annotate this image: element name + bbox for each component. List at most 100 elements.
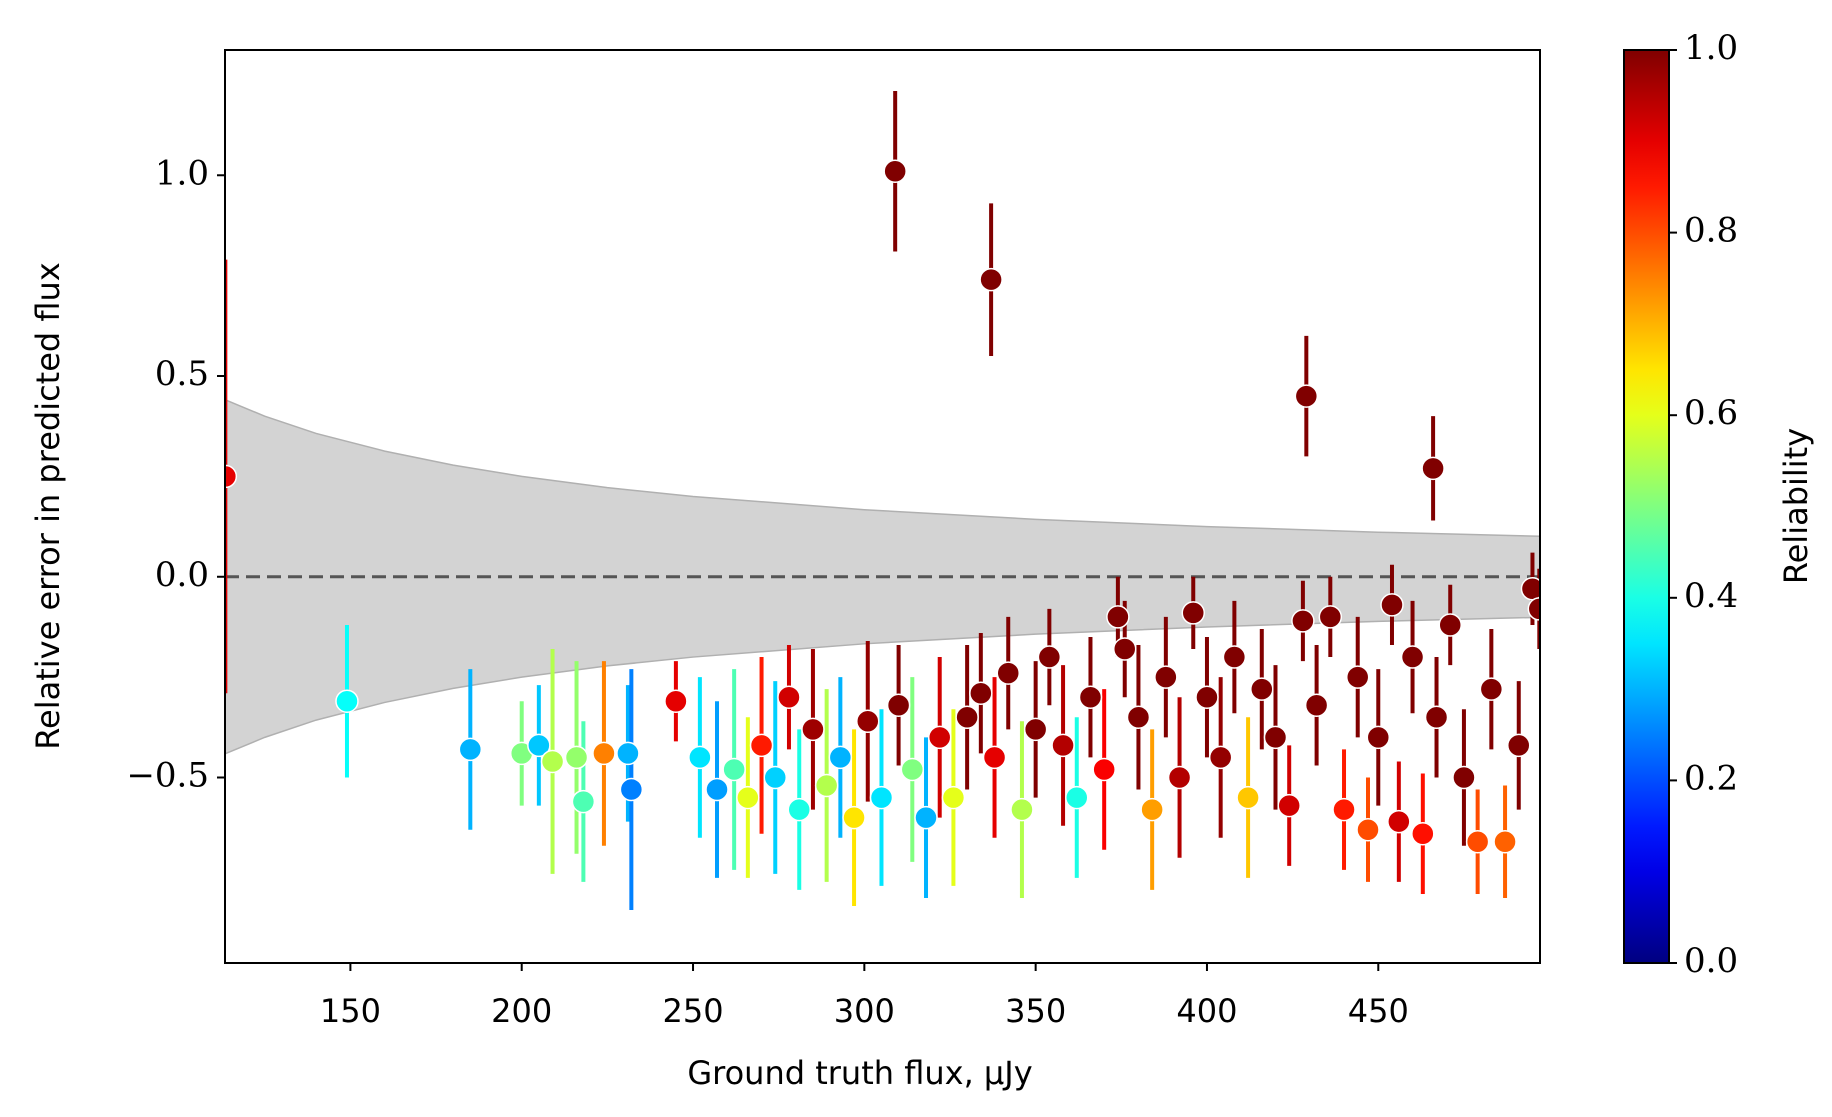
point bbox=[1078, 685, 1103, 709]
point bbox=[900, 757, 925, 782]
point bbox=[914, 805, 938, 830]
point bbox=[736, 785, 760, 810]
point bbox=[592, 741, 616, 766]
point bbox=[828, 745, 853, 770]
point bbox=[1452, 765, 1476, 790]
point bbox=[856, 709, 880, 734]
colorbar-tick-label: 1.0 bbox=[1684, 28, 1738, 68]
point bbox=[787, 797, 811, 822]
x-tick-label: 150 bbox=[320, 992, 381, 1030]
point bbox=[1421, 456, 1445, 481]
x-tick-label: 200 bbox=[491, 992, 552, 1030]
point bbox=[1250, 677, 1274, 701]
point bbox=[1167, 765, 1192, 790]
y-tick-label: −0.5 bbox=[126, 756, 209, 796]
point bbox=[1345, 665, 1370, 689]
point bbox=[1493, 829, 1517, 854]
point bbox=[941, 785, 966, 810]
point bbox=[814, 773, 839, 798]
point bbox=[842, 805, 866, 830]
point bbox=[1387, 809, 1411, 834]
point bbox=[1023, 717, 1048, 742]
y-axis-label: Relative error in predicted flux bbox=[29, 262, 67, 750]
point bbox=[927, 725, 952, 750]
point bbox=[969, 681, 993, 705]
point bbox=[1411, 821, 1435, 846]
point bbox=[996, 661, 1020, 685]
point bbox=[1092, 757, 1116, 782]
point bbox=[801, 717, 825, 742]
point bbox=[619, 777, 644, 802]
point bbox=[1263, 725, 1288, 750]
x-tick-label: 250 bbox=[662, 992, 723, 1030]
x-tick-label: 350 bbox=[1005, 992, 1066, 1030]
point bbox=[1195, 685, 1219, 709]
point bbox=[1304, 693, 1329, 717]
point bbox=[664, 689, 688, 713]
point bbox=[527, 733, 551, 758]
point bbox=[777, 685, 801, 709]
colorbar bbox=[1623, 49, 1670, 964]
point bbox=[1222, 645, 1247, 669]
x-tick-label: 450 bbox=[1348, 992, 1409, 1030]
y-tick-label: 0.5 bbox=[155, 354, 209, 394]
point bbox=[1126, 705, 1151, 730]
point bbox=[1318, 605, 1343, 629]
point bbox=[763, 765, 788, 790]
point bbox=[722, 757, 746, 782]
point bbox=[1332, 797, 1356, 822]
point bbox=[1112, 637, 1137, 661]
point bbox=[1479, 677, 1504, 701]
x-axis-label: Ground truth flux, μJy bbox=[687, 1054, 1032, 1092]
point bbox=[705, 777, 729, 802]
point bbox=[458, 737, 483, 762]
point bbox=[1291, 609, 1315, 633]
point bbox=[1010, 797, 1034, 822]
point bbox=[1236, 785, 1260, 810]
point bbox=[1154, 665, 1178, 689]
colorbar-tick-label: 0.8 bbox=[1684, 211, 1738, 251]
colorbar-tick-label: 0.4 bbox=[1684, 576, 1738, 616]
point bbox=[749, 733, 774, 758]
point bbox=[1294, 384, 1319, 408]
point bbox=[616, 741, 640, 766]
colorbar-label: Reliability bbox=[1777, 428, 1815, 584]
point bbox=[982, 745, 1007, 770]
point bbox=[1507, 733, 1531, 758]
point bbox=[955, 705, 979, 730]
point bbox=[335, 689, 359, 713]
x-tick-label: 300 bbox=[834, 992, 895, 1030]
point bbox=[886, 693, 911, 717]
point bbox=[1424, 705, 1449, 730]
y-tick-label: 0.0 bbox=[155, 555, 209, 595]
point bbox=[1277, 793, 1301, 818]
colorbar-tick-label: 0.0 bbox=[1684, 941, 1738, 981]
point bbox=[1400, 645, 1425, 669]
plot-area bbox=[225, 90, 1540, 911]
point bbox=[1438, 613, 1462, 637]
point bbox=[1181, 601, 1206, 625]
point bbox=[564, 745, 589, 770]
colorbar-tick-label: 0.6 bbox=[1684, 393, 1738, 433]
x-tick-label: 400 bbox=[1176, 992, 1237, 1030]
y-tick-label: 1.0 bbox=[155, 153, 209, 193]
point bbox=[1106, 605, 1130, 629]
plot-frame bbox=[224, 49, 1541, 964]
point bbox=[1366, 725, 1391, 750]
point bbox=[1037, 645, 1062, 669]
point bbox=[1208, 745, 1233, 770]
point bbox=[1051, 733, 1075, 758]
point bbox=[979, 267, 1003, 292]
point bbox=[1380, 593, 1404, 617]
point bbox=[1065, 785, 1089, 810]
point bbox=[540, 749, 565, 774]
point bbox=[1465, 829, 1490, 854]
point bbox=[571, 789, 596, 814]
colorbar-tick-label: 0.2 bbox=[1684, 758, 1738, 798]
point bbox=[883, 159, 907, 184]
point bbox=[869, 785, 894, 810]
point bbox=[688, 745, 712, 770]
point bbox=[1356, 817, 1380, 842]
point bbox=[1140, 797, 1164, 822]
